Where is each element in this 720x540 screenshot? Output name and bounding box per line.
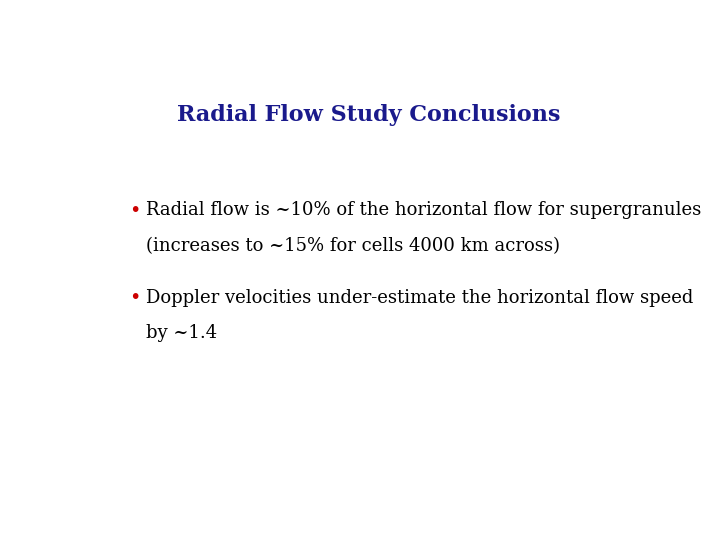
Text: (increases to ~15% for cells 4000 km across): (increases to ~15% for cells 4000 km acr… [145,237,560,255]
Text: by ~1.4: by ~1.4 [145,324,217,342]
Text: •: • [129,201,140,220]
Text: Radial flow is ~10% of the horizontal flow for supergranules: Radial flow is ~10% of the horizontal fl… [145,201,701,219]
Text: Radial Flow Study Conclusions: Radial Flow Study Conclusions [177,104,561,126]
Text: •: • [129,288,140,307]
Text: Doppler velocities under-estimate the horizontal flow speed: Doppler velocities under-estimate the ho… [145,289,693,307]
